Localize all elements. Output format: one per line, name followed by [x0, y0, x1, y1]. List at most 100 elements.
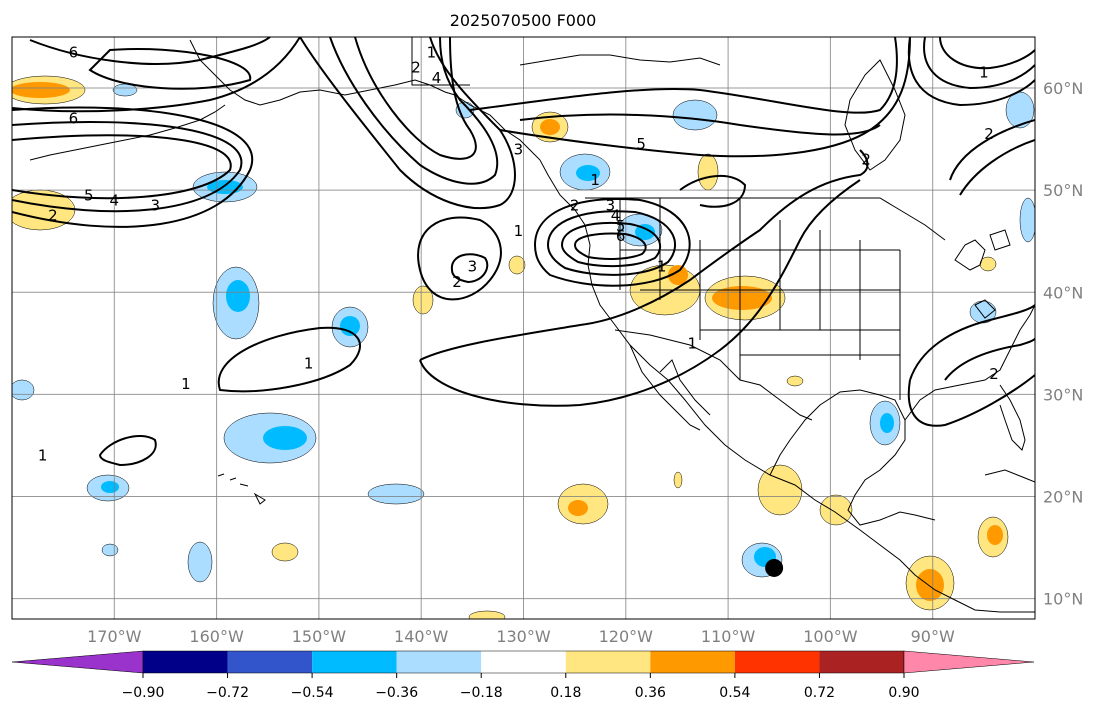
contour-line: [679, 174, 747, 208]
great-lakes: [954, 229, 1011, 319]
colorbar-bin: [312, 651, 397, 673]
lat-tick-label: 20°N: [1043, 487, 1083, 506]
cuba-coastline: [984, 469, 1035, 483]
contour-label: 2: [984, 125, 994, 143]
colorbar-tick-label: −0.90: [122, 685, 165, 701]
contour-line: [546, 210, 677, 276]
contour-line: [907, 374, 1035, 427]
colorbar-bin: [650, 651, 735, 673]
colorbar-tick-label: 0.54: [719, 685, 750, 701]
colorbar-tick-label: 0.72: [804, 685, 835, 701]
hudson-bay: [844, 59, 906, 171]
contour-line: [417, 216, 502, 301]
baja-coastline: [629, 344, 711, 431]
colorbar-tick-label: 0.90: [888, 685, 919, 701]
contour-label: 1: [181, 375, 191, 393]
contour-label: 3: [514, 140, 524, 158]
lon-tick-label: 150°W: [292, 627, 347, 646]
lat-tick-label: 40°N: [1043, 283, 1083, 302]
colorbar-tick-label: 0.18: [550, 685, 581, 701]
contour-line: [419, 149, 869, 361]
colorbar-bin: [143, 651, 228, 673]
colorbar-bin: [481, 651, 566, 673]
colorbar-bin: [819, 651, 904, 673]
colorbar-bin: [396, 651, 482, 673]
contour-label: 3: [468, 258, 478, 276]
contour-label: 1: [514, 222, 524, 240]
shade-patch: [263, 426, 307, 450]
alaska-coastline: [189, 39, 456, 106]
contour-line: [909, 304, 1035, 381]
shade-patch: [540, 119, 560, 135]
contours: [12, 37, 1035, 467]
contour-line: [469, 37, 898, 114]
contour-line: [560, 222, 661, 268]
contour-label: 1: [304, 355, 314, 373]
colorbar-over-arrow: [903, 650, 1035, 674]
contour-line: [217, 326, 361, 393]
location-marker: [765, 558, 784, 577]
shade-patch: [916, 569, 944, 601]
contour-label: 4: [110, 191, 120, 209]
colorbar-under-arrow: [11, 650, 144, 674]
lat-tick-label: 50°N: [1043, 181, 1083, 200]
contour-line: [923, 37, 1035, 90]
shaded-regions: [12, 75, 1035, 619]
contour-line: [949, 119, 1035, 181]
contour-line: [88, 48, 252, 90]
contour-label: 2: [48, 207, 58, 225]
contour-label: 3: [606, 196, 616, 214]
contour-label: 1: [657, 258, 667, 276]
contour-line: [12, 121, 243, 213]
contour-line: [354, 37, 477, 160]
shade-patch: [101, 543, 119, 557]
lon-tick-label: 90°W: [911, 627, 955, 646]
shade-patch: [226, 280, 250, 312]
longitude-tick-labels: 170°W 160°W 150°W 140°W 130°W 120°W 110°W 100°W…: [87, 627, 955, 646]
east-coastline: [904, 304, 1035, 421]
contour-line: [519, 113, 881, 136]
contour-line: [959, 139, 1035, 196]
contour-label: 2: [452, 273, 462, 291]
shade-patch: [412, 285, 434, 315]
contour-label: 1: [38, 447, 48, 465]
colorbar-bin: [734, 651, 820, 673]
contour-label: 6: [616, 227, 626, 245]
contour-line: [533, 198, 691, 287]
contour-label: 2: [989, 365, 999, 383]
florida-coastline: [999, 384, 1026, 451]
shade-patch: [819, 494, 853, 526]
lon-tick-label: 170°W: [87, 627, 142, 646]
lon-tick-label: 130°W: [496, 627, 551, 646]
shade-patch: [668, 265, 688, 285]
contour-label: 5: [84, 186, 94, 204]
lat-tick-label: 60°N: [1043, 79, 1083, 98]
contour-line: [98, 435, 157, 467]
shade-patch: [468, 610, 506, 619]
lon-tick-label: 140°W: [394, 627, 449, 646]
map-title: 2025070500 F000: [450, 11, 597, 30]
contour-line: [419, 179, 861, 407]
contour-line: [499, 37, 911, 158]
shade-patch: [508, 255, 526, 275]
shade-patch: [880, 413, 894, 433]
contour-label: 6: [69, 43, 79, 61]
shade-patch: [187, 541, 213, 583]
contour-line: [12, 134, 232, 200]
colorbar-tick-label: −0.54: [291, 685, 334, 701]
canada-arctic-coast: [519, 54, 721, 66]
contour-label: 1: [590, 171, 600, 189]
contour-label: 6: [69, 110, 79, 128]
colorbar-bin: [565, 651, 651, 673]
shade-patch: [271, 542, 299, 562]
contour-line: [299, 37, 516, 210]
contour-label: 4: [611, 207, 621, 225]
contour-label: 4: [432, 69, 442, 87]
contour-label: 1: [688, 334, 698, 352]
shade-patch: [697, 153, 719, 191]
aleutian-islands: [29, 104, 226, 161]
colorbar-tick-label: −0.72: [206, 685, 249, 701]
shade-patch: [786, 375, 804, 387]
